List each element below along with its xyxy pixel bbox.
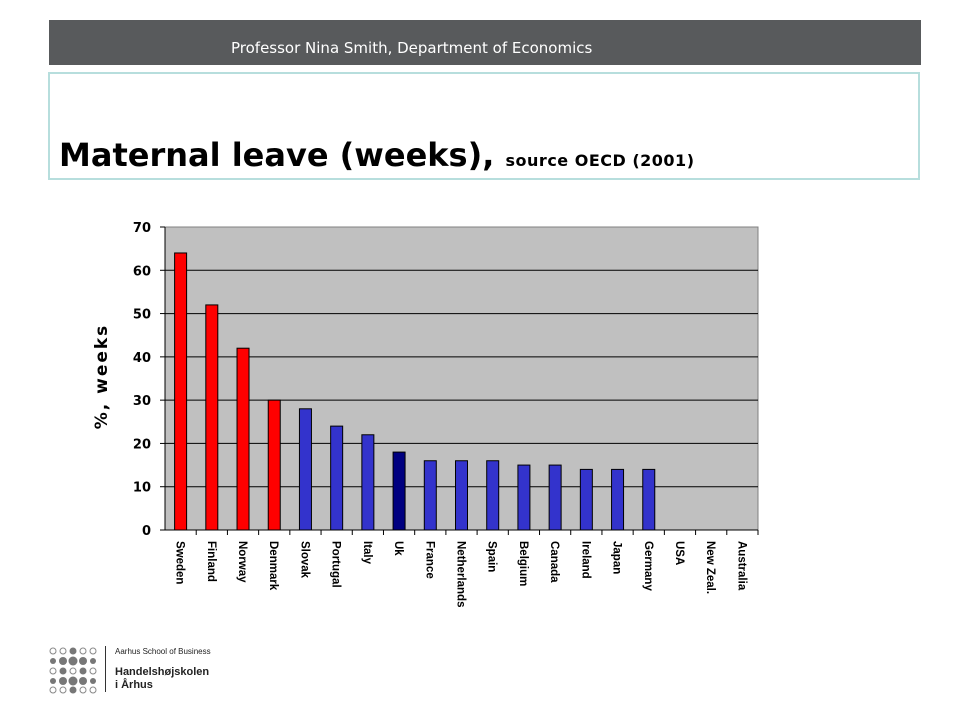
header-text: Professor Nina Smith, Department of Econ… — [231, 39, 593, 57]
bar — [611, 468, 625, 531]
x-tick-label: Portugal — [330, 541, 342, 588]
bar — [298, 408, 312, 531]
logo-divider — [105, 646, 106, 692]
y-tick-label: 0 — [142, 524, 151, 539]
x-tick-label: Netherlands — [455, 541, 467, 607]
bar — [486, 460, 500, 531]
bar — [361, 434, 375, 531]
logo-dots-icon — [49, 647, 97, 694]
x-tick-label: Uk — [392, 541, 404, 556]
bar — [642, 468, 656, 531]
bar — [579, 468, 593, 531]
bar — [330, 425, 344, 531]
y-tick-label: 20 — [133, 437, 151, 452]
x-tick-label: Denmark — [267, 541, 279, 591]
x-tick-label: Australia — [735, 541, 747, 591]
slide-subtitle: source OECD (2001) — [505, 151, 695, 170]
x-tick-label: Sweden — [174, 541, 186, 584]
logo-name-line1: Handelshøjskolen — [115, 666, 210, 678]
bar — [174, 252, 188, 531]
x-tick-label: Japan — [611, 541, 623, 574]
aarhus-logo: Aarhus School of Business Handelshøjskol… — [47, 646, 237, 696]
x-tick-label: Norway — [236, 541, 248, 583]
logo-name-line2: i Århus — [115, 679, 153, 691]
header-bar: Professor Nina Smith, Department of Econ… — [49, 20, 921, 65]
x-tick-label: Canada — [548, 541, 560, 583]
x-tick-label: Italy — [361, 541, 373, 565]
bar — [455, 460, 468, 531]
bar — [267, 399, 281, 531]
y-tick-label: 50 — [133, 308, 151, 323]
y-tick-label: 70 — [133, 221, 151, 236]
slide-title: Maternal leave (weeks), source OECD (200… — [59, 136, 695, 174]
x-tick-label: Belgium — [517, 541, 529, 586]
slide-title-text: Maternal leave (weeks), — [59, 136, 495, 174]
x-tick-label: Finland — [205, 541, 217, 582]
y-axis-label: %, weeks — [92, 324, 112, 430]
bar — [548, 464, 562, 531]
y-tick-label: 30 — [133, 394, 151, 409]
title-box: Maternal leave (weeks), source OECD (200… — [48, 72, 920, 180]
y-tick-label: 10 — [133, 481, 151, 496]
x-tick-label: USA — [673, 541, 685, 565]
logo-school-name: Aarhus School of Business — [115, 647, 211, 656]
bar — [205, 304, 219, 531]
bar — [236, 347, 250, 531]
x-tick-label: Ireland — [579, 541, 591, 579]
bar — [392, 451, 406, 531]
x-tick-label: New Zeal. — [704, 541, 716, 594]
x-tick-label: Germany — [642, 541, 654, 591]
bar — [517, 464, 531, 531]
x-tick-label: Slovak — [298, 541, 310, 579]
x-tick-label: Spain — [486, 541, 498, 572]
x-tick-label: France — [423, 541, 435, 579]
y-tick-label: 60 — [133, 264, 151, 279]
bar — [423, 460, 437, 531]
y-tick-label: 40 — [133, 351, 151, 366]
